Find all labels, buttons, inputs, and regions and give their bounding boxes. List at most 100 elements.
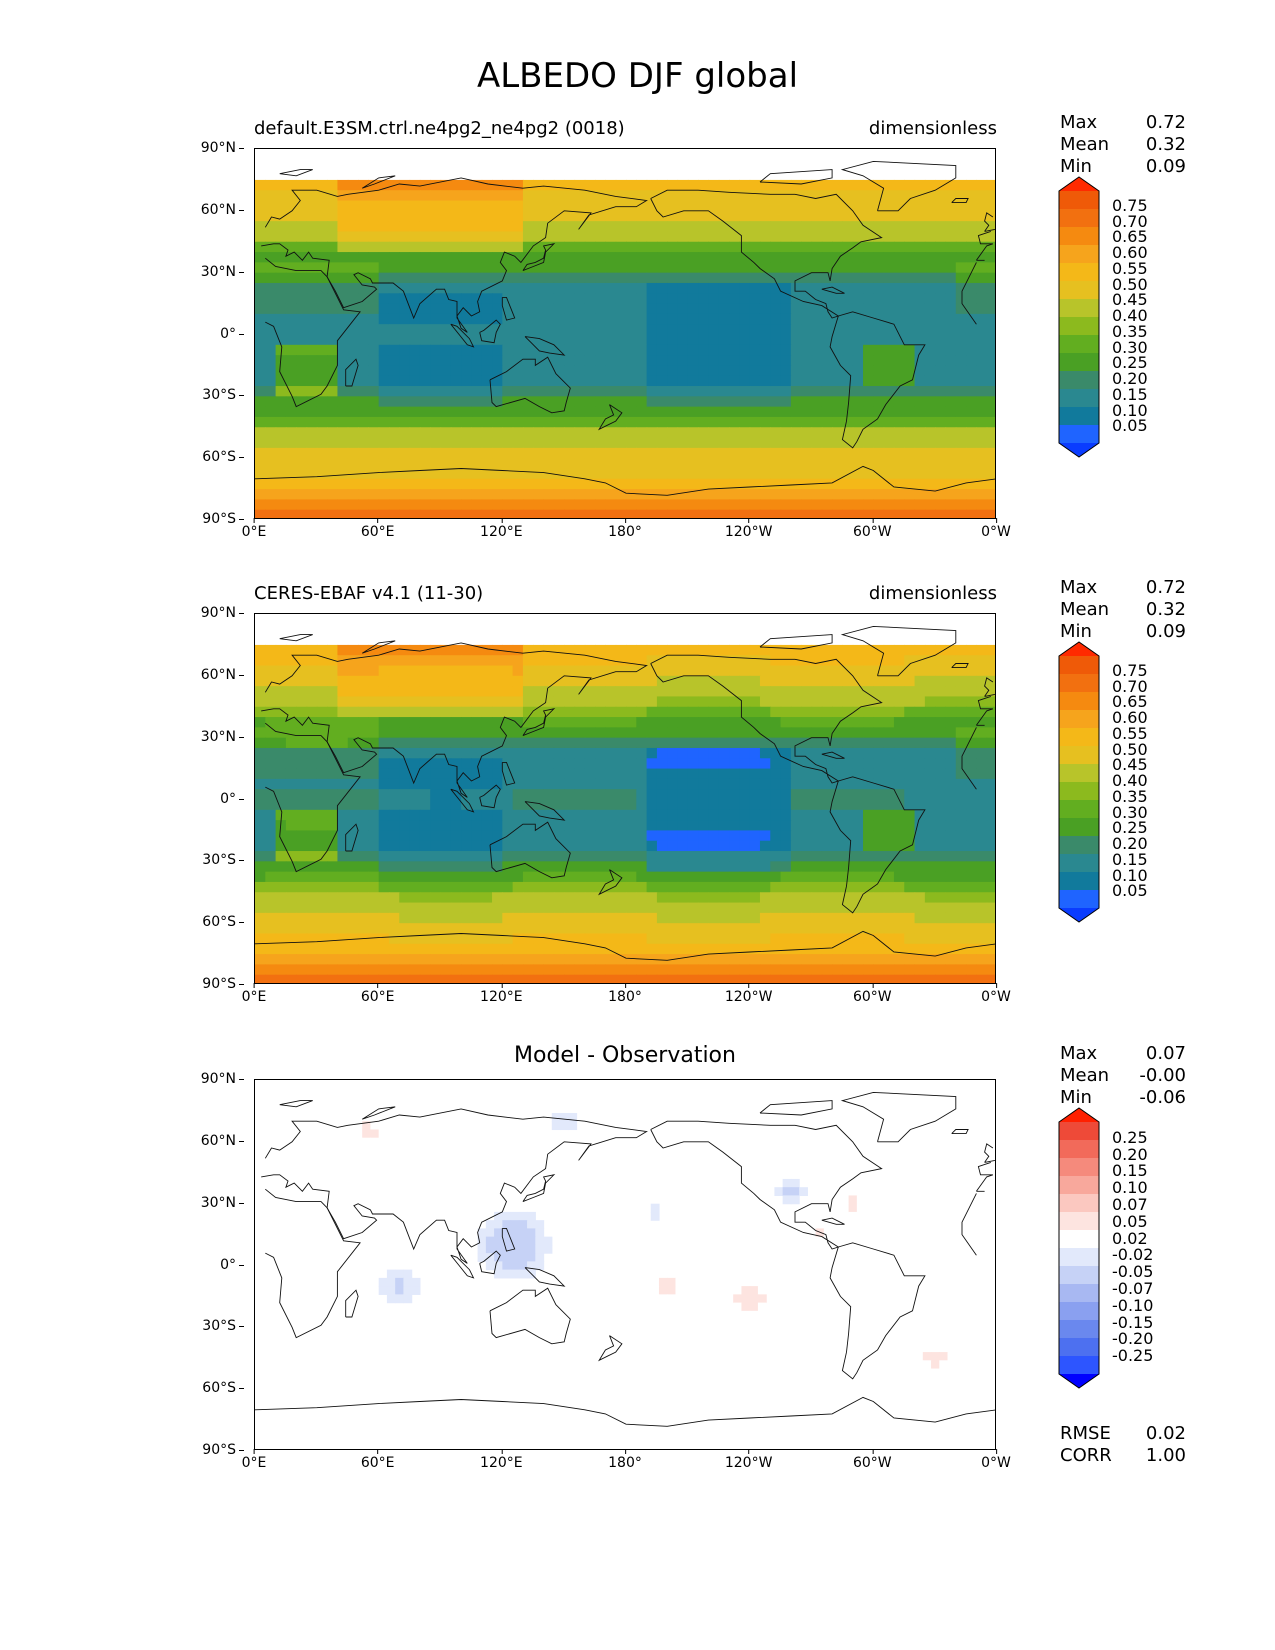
field-cell [543,231,555,243]
field-cell [399,644,411,656]
field-cell [842,912,854,924]
field-cell [316,871,328,883]
field-cell [440,737,452,749]
field-cell [914,406,926,418]
field-cell [698,365,710,377]
field-cell [615,686,627,698]
field-cell [285,499,297,511]
field-cell [409,416,421,428]
field-cell [904,468,916,480]
field-cell [790,747,802,759]
field-cell [770,758,782,770]
field-cell [306,458,318,470]
field-cell [883,644,895,656]
field-cell [801,974,813,983]
field-cell [873,820,885,832]
field-cell [306,231,318,243]
field-cell [481,231,493,243]
field-cell [636,489,648,500]
field-cell [656,768,668,780]
field-cell [296,303,308,315]
field-cell [285,954,297,965]
field-cell [306,344,318,356]
field-cell [790,386,802,397]
field-cell [986,943,995,955]
field-cell [739,324,751,336]
field-cell [759,231,771,243]
field-cell [533,324,545,336]
field-cell [832,241,844,253]
field-cell [574,840,586,852]
field-cell [821,820,833,832]
field-cell [698,241,710,253]
field-cell [522,717,534,728]
field-cell [378,809,390,821]
field-cell [419,262,431,274]
stat-value: 0.09 [1145,156,1186,177]
field-cell [527,1228,536,1238]
field-cell [440,861,452,873]
field-cell [471,478,483,490]
field-cell [667,200,679,212]
field-cell [409,964,421,976]
field-cell [677,190,689,202]
field-cell [430,458,442,470]
field-cell [492,416,503,428]
field-cell [605,313,617,325]
field-cell [522,902,534,914]
field-cell [481,303,493,315]
field-cell [306,892,318,904]
field-cell [502,655,514,667]
field-cell [564,468,576,480]
field-cell [409,241,421,253]
field-cell [842,282,854,294]
field-cell [327,427,339,439]
field-cell [409,313,421,325]
field-cell [883,727,895,739]
field-cell [924,912,936,924]
field-cell [358,190,369,202]
field-cell [656,293,668,305]
field-cell [481,954,493,965]
field-cell [904,427,916,439]
field-cell [955,468,967,480]
field-cell [780,324,792,336]
field-cell [450,241,462,253]
field-cell [368,221,380,233]
field-cell [615,231,627,243]
field-cell [327,179,339,191]
field-cell [615,252,627,263]
field-cell [656,447,668,459]
field-cell [419,282,431,294]
field-cell [811,696,823,708]
field-cell [636,344,648,356]
field-cell [419,489,431,500]
field-cell [626,437,637,449]
field-cell [852,974,864,983]
field-cell [399,789,411,801]
field-cell [708,820,720,832]
field-cell [656,200,668,212]
field-cell [656,303,668,315]
field-cell [533,696,545,708]
field-cell [811,478,823,490]
field-cell [419,902,431,914]
field-cell [656,427,668,439]
field-cell [677,665,689,677]
field-cell [708,665,720,677]
field-cell [883,241,895,253]
field-cell [749,799,761,811]
field-cell [739,468,751,480]
field-cell [656,737,668,749]
field-cell [976,179,988,191]
field-cell [749,241,761,253]
field-cell [296,974,308,983]
field-cell [687,386,699,397]
field-cell [296,375,308,387]
field-cell [914,334,926,346]
field-cell [584,365,596,377]
field-cell [770,509,782,518]
field-cell [790,416,802,428]
field-cell [626,706,637,718]
field-cell [553,437,565,449]
